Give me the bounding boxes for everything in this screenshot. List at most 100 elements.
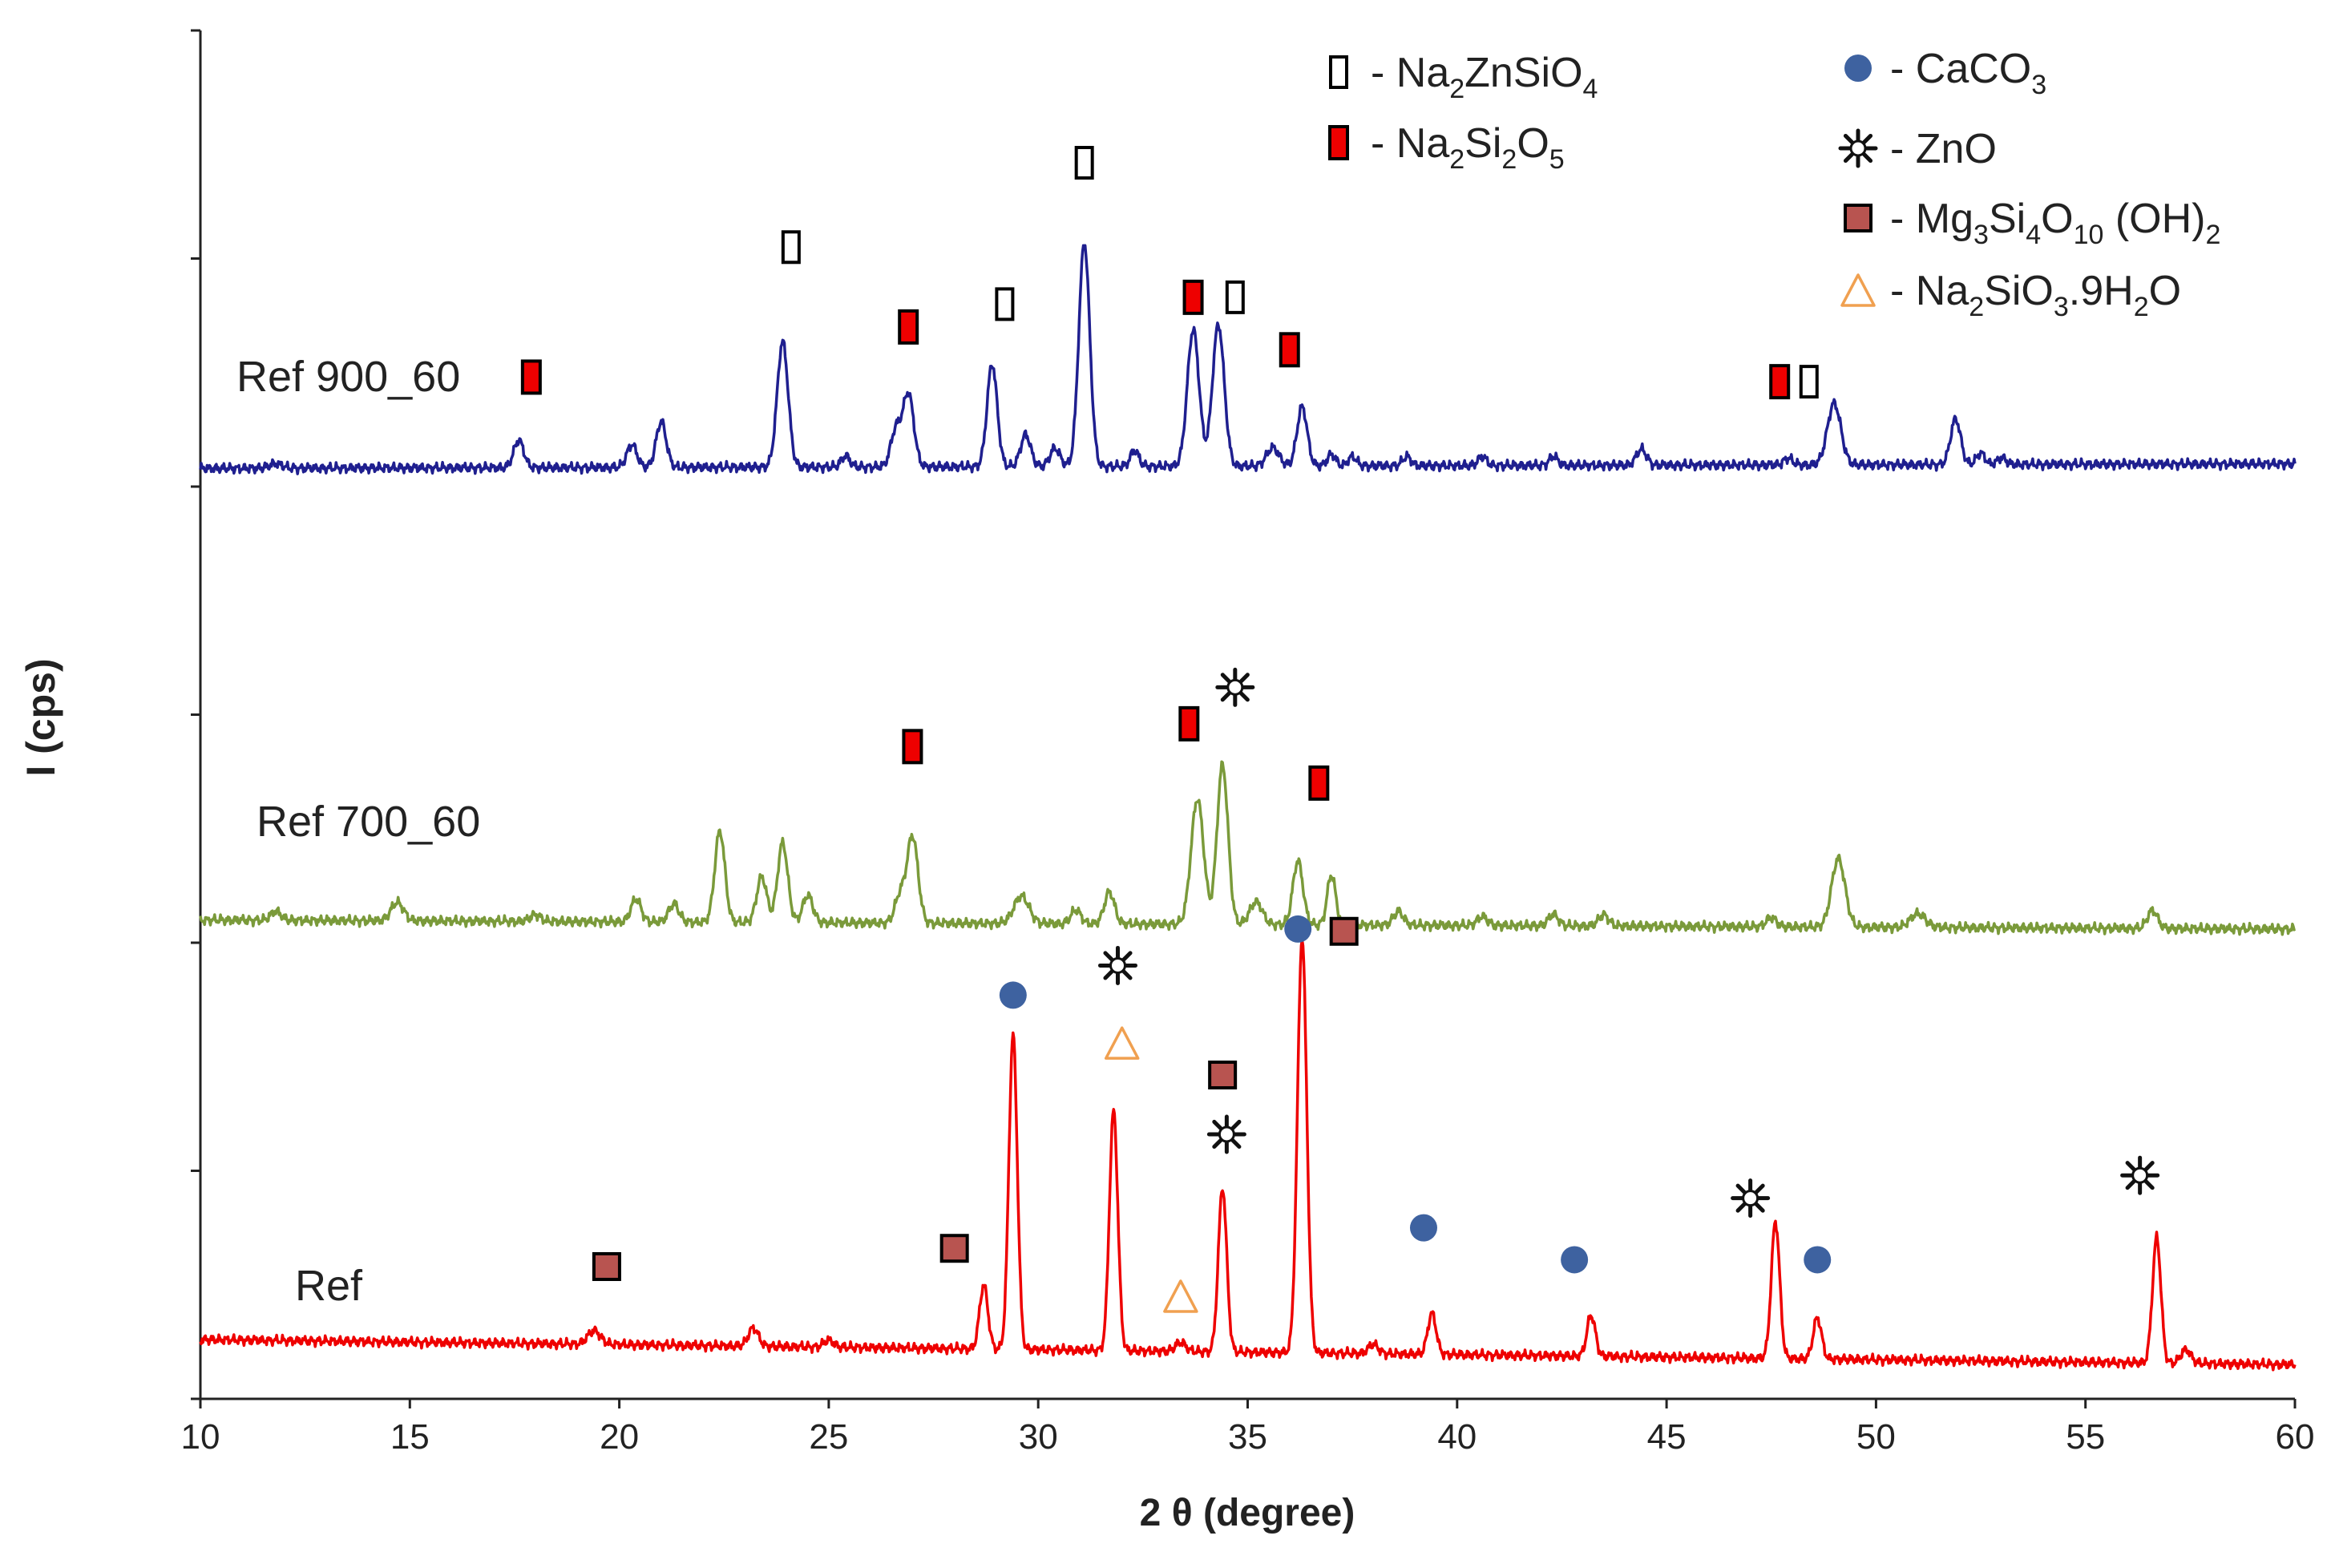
mg3si4o10oh2-marker bbox=[939, 1234, 969, 1263]
legend-subscript: 2 bbox=[1449, 74, 1464, 104]
na2sio39h2o-marker bbox=[1163, 1279, 1198, 1313]
na2sio39h2o-marker bbox=[1104, 1026, 1140, 1060]
x-tick-label: 25 bbox=[809, 1417, 848, 1457]
mg3si4o10oh2-marker bbox=[592, 1251, 621, 1281]
legend-formula-part: Si bbox=[1989, 196, 2026, 242]
legend-item: - Na2ZnSiO4 bbox=[1329, 50, 1598, 104]
legend-label: - CaCO3 bbox=[1890, 46, 2046, 100]
zno-marker bbox=[1097, 945, 1137, 985]
na2sio39h2o-marker bbox=[1840, 273, 1876, 307]
x-tick-label: 40 bbox=[1437, 1417, 1477, 1457]
legend-label: - Na2SiO3.9H2O bbox=[1890, 268, 2181, 322]
legend-item: - CaCO3 bbox=[1844, 46, 2046, 100]
legend-subscript: 10 bbox=[2074, 220, 2104, 250]
legend-subscript: 5 bbox=[1549, 144, 1565, 175]
caco3-marker bbox=[1561, 1246, 1589, 1274]
caco3-marker bbox=[1804, 1246, 1832, 1274]
legend-dash: - bbox=[1890, 196, 1916, 242]
legend-dash: - bbox=[1890, 126, 1916, 172]
legend-item: - ZnO bbox=[1838, 126, 1997, 172]
series-line bbox=[199, 938, 2297, 1372]
legend-subscript: 2 bbox=[2134, 292, 2149, 322]
zno-marker bbox=[1731, 1178, 1771, 1218]
caco3-marker bbox=[1844, 55, 1872, 82]
legend-formula-part: SiO bbox=[1984, 268, 2054, 314]
legend-dash: - bbox=[1371, 120, 1396, 167]
legend-subscript: 2 bbox=[1449, 144, 1464, 175]
caco3-marker bbox=[1409, 1214, 1437, 1242]
legend-formula-base: Mg bbox=[1916, 196, 1973, 242]
legend-subscript: 2 bbox=[1969, 292, 1984, 322]
x-tick-label: 35 bbox=[1228, 1417, 1267, 1457]
na2znsio4-marker bbox=[781, 230, 801, 265]
legend-formula-base: Na bbox=[1396, 50, 1450, 96]
legend-item: - Mg3Si4O10 (OH)2 bbox=[1844, 196, 2220, 250]
na2si2o5-marker bbox=[1182, 279, 1204, 315]
na2znsio4-marker bbox=[1329, 55, 1348, 89]
x-tick-label: 50 bbox=[1856, 1417, 1896, 1457]
na2znsio4-marker bbox=[1225, 280, 1245, 314]
legend-formula-base: CaCO bbox=[1916, 46, 2031, 92]
legend-dash: - bbox=[1371, 50, 1396, 96]
na2si2o5-marker bbox=[1178, 705, 1200, 742]
series-line bbox=[199, 244, 2297, 475]
legend-item: - Na2SiO3.9H2O bbox=[1840, 268, 2181, 322]
series-line bbox=[199, 760, 2297, 936]
legend-item: - Na2Si2O5 bbox=[1328, 120, 1565, 175]
legend-subscript: 2 bbox=[1501, 144, 1517, 175]
zno-marker bbox=[1215, 667, 1255, 707]
na2si2o5-marker bbox=[1769, 364, 1791, 400]
x-tick-label: 60 bbox=[2276, 1417, 2315, 1457]
na2znsio4-marker bbox=[995, 287, 1015, 321]
x-tick-label: 20 bbox=[600, 1417, 639, 1457]
x-tick-label: 55 bbox=[2066, 1417, 2105, 1457]
ticks: 10 15 20 25 30 35 40 45 50 55 60 bbox=[181, 29, 2315, 1457]
na2si2o5-marker bbox=[1308, 765, 1330, 801]
legend-label: - ZnO bbox=[1890, 126, 1997, 172]
legend-subscript: 3 bbox=[2031, 70, 2046, 100]
na2si2o5-marker bbox=[520, 359, 542, 395]
legend-formula-part: ZnSiO bbox=[1464, 50, 1582, 96]
series-label: Ref 900_60 bbox=[236, 353, 460, 401]
legend-formula-part: Si bbox=[1464, 120, 1501, 167]
mg3si4o10oh2-marker bbox=[1208, 1061, 1238, 1090]
x-tick-label: 30 bbox=[1019, 1417, 1058, 1457]
x-axis-title: 2 θ (degree) bbox=[1140, 1492, 1355, 1534]
legend-label: - Mg3Si4O10 (OH)2 bbox=[1890, 196, 2220, 250]
legend-formula-part: .9H bbox=[2069, 268, 2134, 314]
axes: 2 θ (degree) I (cps) bbox=[18, 30, 2295, 1534]
phase-markers bbox=[520, 146, 2160, 1313]
x-tick-label: 15 bbox=[390, 1417, 430, 1457]
na2si2o5-marker bbox=[1279, 332, 1300, 368]
y-axis-title: I (cps) bbox=[18, 658, 63, 776]
legend-formula-part: O bbox=[1517, 120, 1549, 167]
mg3si4o10oh2-marker bbox=[1329, 916, 1359, 946]
series-label: Ref 700_60 bbox=[257, 798, 480, 846]
na2znsio4-marker bbox=[1799, 365, 1819, 399]
x-tick-label: 45 bbox=[1647, 1417, 1687, 1457]
legend-subscript: 4 bbox=[1583, 74, 1598, 104]
zno-marker bbox=[1838, 128, 1878, 168]
legend: - Na2ZnSiO4- Na2Si2O5- CaCO3- ZnO- Mg3Si… bbox=[1328, 46, 2220, 322]
x-tick-label: 10 bbox=[181, 1417, 220, 1457]
series-labels: Ref 900_60 Ref 700_60 Ref bbox=[236, 353, 480, 1310]
legend-subscript: 4 bbox=[2026, 220, 2041, 250]
caco3-marker bbox=[999, 981, 1027, 1009]
caco3-marker bbox=[1284, 915, 1312, 943]
legend-subscript: 2 bbox=[2205, 220, 2220, 250]
legend-formula-part: O bbox=[2041, 196, 2073, 242]
mg3si4o10oh2-marker bbox=[1844, 204, 1872, 232]
na2si2o5-marker bbox=[902, 729, 923, 765]
legend-label: - Na2ZnSiO4 bbox=[1371, 50, 1598, 104]
zno-marker bbox=[1206, 1114, 1246, 1154]
legend-formula-part: O bbox=[2149, 268, 2181, 314]
series-label: Ref bbox=[295, 1262, 363, 1310]
legend-subscript: 3 bbox=[2054, 292, 2069, 322]
na2znsio4-marker bbox=[1074, 146, 1094, 180]
na2si2o5-marker bbox=[1328, 125, 1349, 160]
legend-dash: - bbox=[1890, 46, 1916, 92]
legend-label: - Na2Si2O5 bbox=[1371, 120, 1565, 175]
legend-subscript: 3 bbox=[1973, 220, 1989, 250]
na2si2o5-marker bbox=[898, 309, 919, 345]
